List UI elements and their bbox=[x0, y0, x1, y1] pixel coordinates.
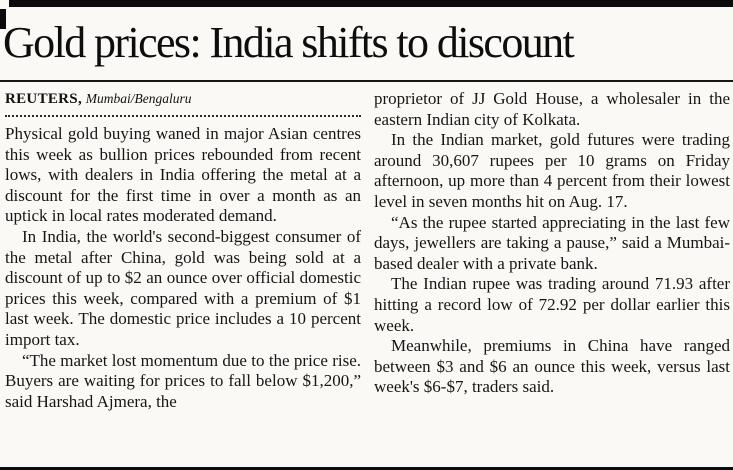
article-body: REUTERS, Mumbai/Bengaluru Physical gold … bbox=[0, 82, 733, 412]
headline-rule bbox=[0, 80, 733, 82]
column-paragraphs-right: proprietor of JJ Gold House, a wholesale… bbox=[374, 89, 730, 398]
article-paragraph: Physical gold buying waned in major Asia… bbox=[5, 124, 361, 226]
byline-agency: REUTERS, bbox=[5, 91, 83, 107]
byline: REUTERS, Mumbai/Bengaluru bbox=[5, 89, 361, 109]
article-headline: Gold prices: India shifts to discount bbox=[3, 18, 575, 67]
article-paragraph: Meanwhile, premiums in China have ranged… bbox=[374, 336, 730, 397]
article-column-left: REUTERS, Mumbai/Bengaluru Physical gold … bbox=[5, 89, 361, 412]
dotted-separator bbox=[5, 113, 361, 117]
article-paragraph: “As the rupee started appreciating in th… bbox=[374, 212, 730, 273]
article-paragraph: “The market lost momentum due to the pri… bbox=[5, 350, 361, 411]
top-edge-bar bbox=[9, 0, 733, 7]
article-paragraph: proprietor of JJ Gold House, a wholesale… bbox=[374, 89, 730, 129]
byline-location: Mumbai/Bengaluru bbox=[85, 91, 192, 106]
article-column-right: proprietor of JJ Gold House, a wholesale… bbox=[374, 89, 730, 412]
left-edge-mark bbox=[0, 9, 6, 29]
article-paragraph: In India, the world's second-biggest con… bbox=[5, 226, 361, 349]
bottom-edge-bar bbox=[0, 467, 733, 470]
column-paragraphs-left: Physical gold buying waned in major Asia… bbox=[5, 124, 361, 412]
article-paragraph: In the Indian market, gold futures were … bbox=[374, 130, 730, 211]
article-paragraph: The Indian rupee was trading around 71.9… bbox=[374, 274, 730, 335]
